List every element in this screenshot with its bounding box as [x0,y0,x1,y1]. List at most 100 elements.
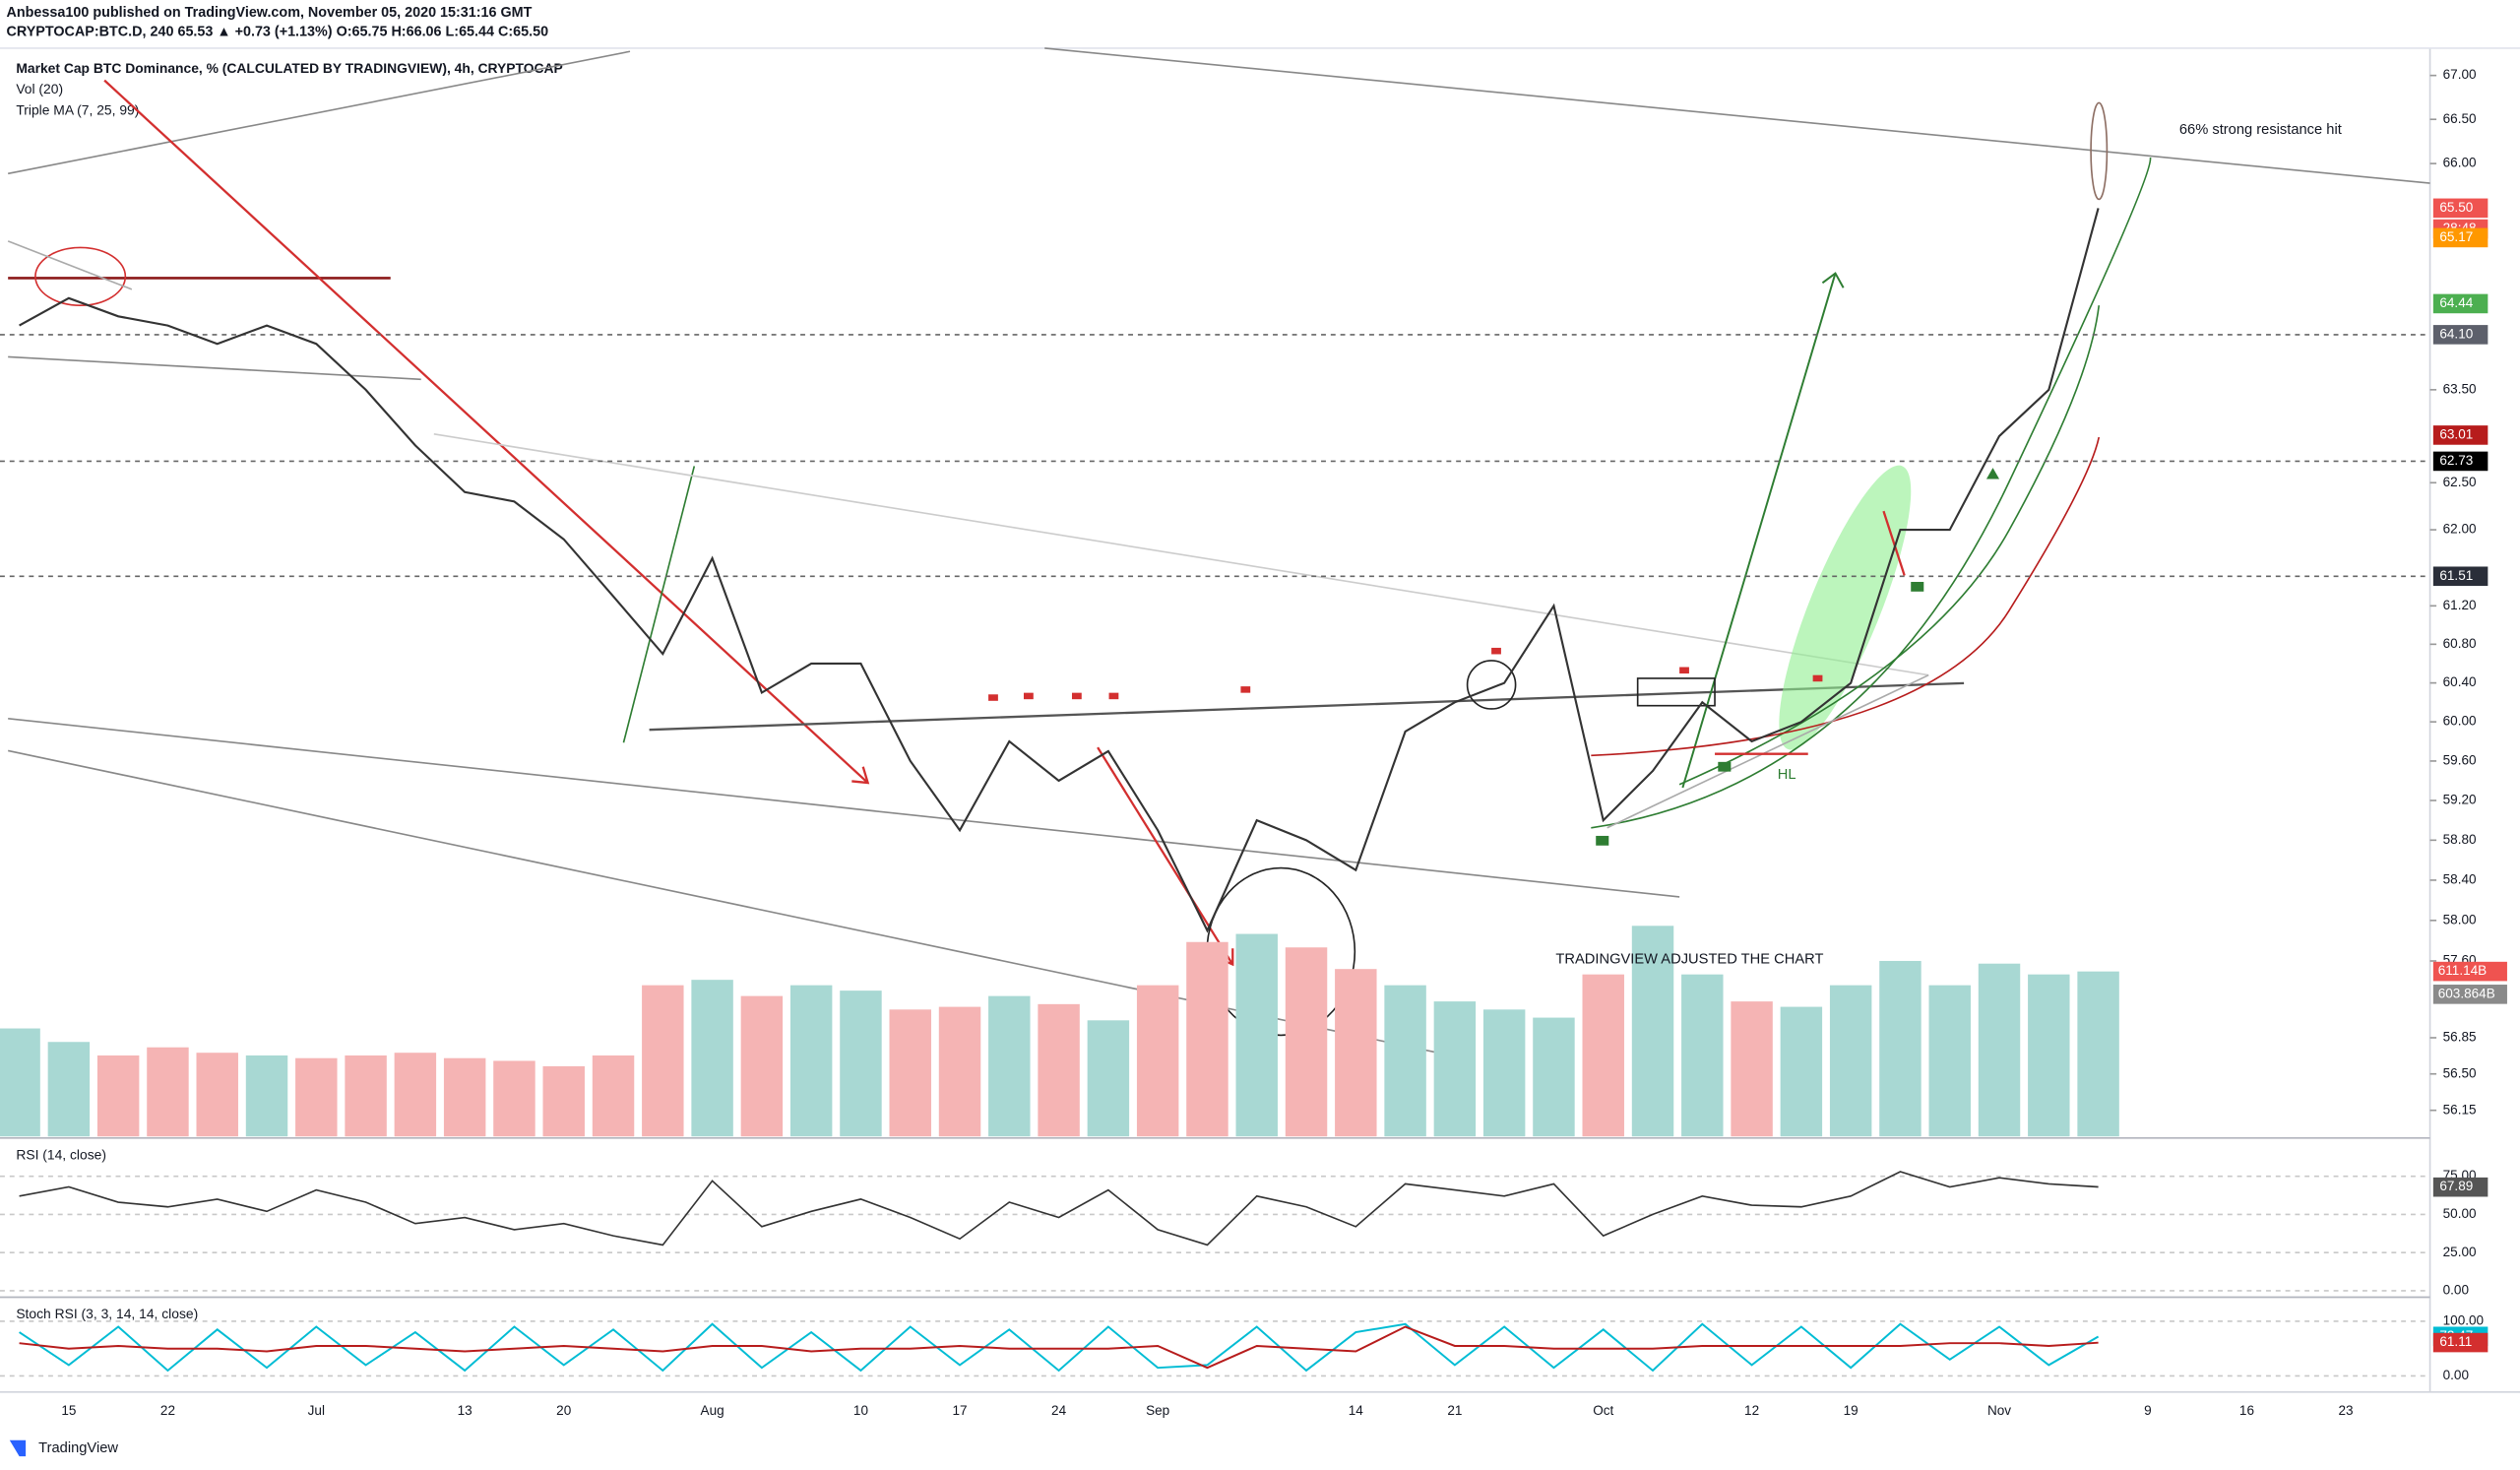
x-tick-label: 16 [2239,1403,2254,1418]
arrow-head [1821,272,1845,288]
trend-line [622,466,696,743]
volume-bar [1631,926,1674,1137]
green-flags [1596,581,1924,846]
y-tick-label: 0.00 [2443,1368,2469,1382]
indicator-line [19,1171,2099,1246]
box-mark [1636,677,1716,707]
flags [988,647,1823,701]
volume-bar [1136,985,1179,1137]
y-tick-label: 62.00 [2443,522,2477,537]
trend-line [1606,673,1929,829]
volume-bar [1978,963,2021,1137]
volume-bar [1186,941,1228,1137]
volume-label: 603.864B [2438,986,2495,1000]
y-tick-label: 67.00 [2443,67,2477,82]
volume-label: 611.14B [2438,963,2487,978]
annotation: HL [1778,767,1796,783]
up-arrow [1985,468,2000,479]
trend-line [1044,47,2430,184]
volume-bar [96,1055,140,1137]
volume-bar [345,1055,387,1137]
x-tick-label: Nov [1987,1403,2011,1418]
volume-bar [147,1047,189,1137]
volume-bar [0,1028,40,1137]
volume-bar [1285,947,1328,1137]
y-tick-label: 61.20 [2443,598,2477,612]
volume-label-box [2432,961,2507,982]
arrow-head [851,766,870,785]
volume-bar [1681,974,1724,1137]
symbol-line: CRYPTOCAP:BTC.D, 240 65.53 ▲ +0.73 (+1.1… [7,24,549,39]
price-label-box [2432,566,2488,587]
volume-bar [1384,985,1426,1137]
price-label-box [2432,198,2488,219]
y-tick-label: 66.00 [2443,156,2477,170]
volume-bar [1433,1001,1477,1137]
volume-bar [1928,985,1971,1137]
x-tick-label: 24 [1051,1403,1067,1418]
volume-bar [642,985,684,1137]
y-tick-label: 60.40 [2443,674,2477,689]
drawings [7,47,2430,1055]
y-tick-label: 56.85 [2443,1030,2477,1045]
y-tick-label: 63.50 [2443,381,2477,396]
series-line [19,1322,2100,1373]
volume-bar [789,985,833,1137]
arrow [1681,273,1837,789]
x-tick-label: 9 [2144,1403,2152,1418]
y-tick-label: 56.50 [2443,1065,2477,1080]
trend-line [8,355,421,381]
series-line [19,1325,2099,1370]
y-tick-label: 0.00 [2443,1283,2469,1298]
price-label-box [2432,227,2488,248]
legend-title: Market Cap BTC Dominance, % (CALCULATED … [16,60,562,76]
arrow [1882,510,1906,576]
brand-logo [9,1439,27,1457]
volume-bar [1582,974,1624,1137]
volume-bar [542,1065,585,1137]
price-label-box [2432,325,2488,345]
curve [1678,305,2101,786]
curve [1591,436,2101,757]
stoch-label-box [2432,1332,2488,1353]
volume-bar [1829,985,1872,1137]
volume-bar [691,980,733,1137]
trend-line [433,432,1929,676]
volume-bar [245,1055,288,1137]
price-label: 65.50 [2439,200,2473,215]
x-tick-label: 12 [1744,1403,1759,1418]
x-tick-label: 15 [61,1403,76,1418]
volume-bar [988,995,1031,1137]
legend-volume: Vol (20) [16,81,63,96]
y-tick-label: 60.00 [2443,714,2477,729]
x-tick-label: 13 [458,1403,472,1418]
volume-label-box [2432,985,2507,1004]
price-label: 63.01 [2439,427,2473,442]
legend-ma: Triple MA (7, 25, 99) [16,101,139,117]
volume-bar [1235,933,1278,1137]
x-tick-label: Oct [1593,1403,1613,1418]
volume-bar [1482,1009,1526,1137]
x-tick-label: Sep [1146,1403,1169,1418]
price-label-box [2432,293,2488,314]
y-tick-label: 59.20 [2443,793,2477,807]
volume-bar [840,991,882,1137]
footer-brand: TradingView [38,1440,118,1456]
volume-bar [1879,960,1922,1137]
volume-bar [1533,1017,1575,1137]
x-tick-label: Jul [308,1403,325,1418]
volume-bar [2077,971,2119,1137]
volume-bar [47,1042,91,1137]
y-tick-label: 60.80 [2443,636,2477,651]
volume-bar [938,1006,981,1137]
x-tick-label: 21 [1447,1403,1462,1418]
x-tick-label: 22 [160,1403,175,1418]
volume-bar [1780,1006,1823,1137]
rsi-label: 67.89 [2439,1179,2473,1193]
price-label: 64.44 [2439,295,2473,310]
volume-bar [1731,1001,1773,1137]
stoch-title: Stoch RSI (3, 3, 14, 14, close) [16,1306,198,1321]
y-tick-label: 100.00 [2443,1313,2484,1328]
